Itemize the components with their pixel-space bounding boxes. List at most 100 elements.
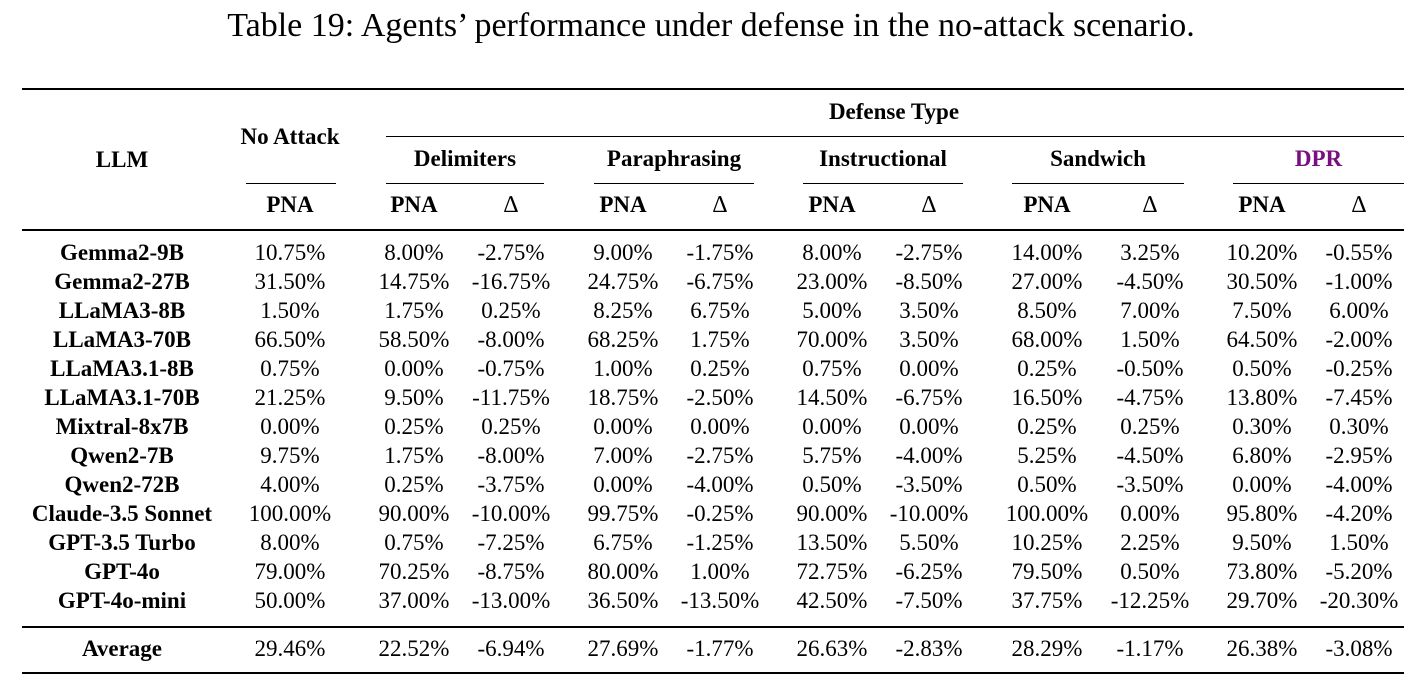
header-bottom-rule <box>22 229 1404 231</box>
table-cell: 0.75% <box>384 530 444 555</box>
table-cell: 0.00% <box>260 414 320 439</box>
table-cell: 27.00% <box>1011 269 1083 294</box>
table-cell: -0.25% <box>686 501 754 526</box>
row-llm-name: LLaMA3.1-70B <box>44 385 200 410</box>
defense-type-underline <box>386 136 1404 137</box>
table-cell: 10.20% <box>1226 240 1298 265</box>
table-cell: 0.50% <box>802 472 862 497</box>
table-cell: 5.25% <box>1017 443 1077 468</box>
table-cell: 3.25% <box>1120 240 1180 265</box>
table-cell: 1.75% <box>384 298 444 323</box>
table-cell: 70.00% <box>796 327 868 352</box>
table-cell: 0.00% <box>899 356 959 381</box>
row-llm-name: Gemma2-9B <box>60 240 184 265</box>
table-cell: -7.45% <box>1325 385 1393 410</box>
table-cell: 0.75% <box>260 356 320 381</box>
header-no-attack: No Attack <box>240 124 340 149</box>
average-label: Average <box>81 636 163 661</box>
average-cell: 22.52% <box>378 636 450 661</box>
header-defense-type: Defense Type <box>828 99 960 124</box>
table-cell: 14.50% <box>796 385 868 410</box>
table-cell: 0.30% <box>1329 414 1389 439</box>
table-cell: 3.50% <box>899 327 959 352</box>
table-cell: 5.75% <box>802 443 862 468</box>
table-cell: 31.50% <box>254 269 326 294</box>
table-cell: 1.00% <box>690 559 750 584</box>
table-cell: 7.50% <box>1232 298 1292 323</box>
table-cell: -4.75% <box>1116 385 1184 410</box>
table-cell: 6.75% <box>690 298 750 323</box>
header-pna: PNA <box>390 192 438 217</box>
average-cell: 26.63% <box>796 636 868 661</box>
header-group-instructional: Instructional <box>819 146 947 171</box>
table-cell: 8.25% <box>593 298 653 323</box>
table-cell: -4.00% <box>1325 472 1393 497</box>
average-cell: 29.46% <box>254 636 326 661</box>
average-cell: 27.69% <box>587 636 659 661</box>
header-delta: ∆ <box>1142 192 1158 218</box>
header-group-paraphrasing: Paraphrasing <box>606 146 742 171</box>
header-llm: LLM <box>95 147 149 172</box>
header-delta: ∆ <box>921 192 937 218</box>
table-cell: -1.25% <box>686 530 754 555</box>
table-cell: -3.50% <box>1116 472 1184 497</box>
table-cell: 68.25% <box>587 327 659 352</box>
table-cell: -8.50% <box>895 269 963 294</box>
row-llm-name: Claude-3.5 Sonnet <box>31 501 213 526</box>
table-cell: 23.00% <box>796 269 868 294</box>
table-cell: 21.25% <box>254 385 326 410</box>
table-cell: -4.00% <box>686 472 754 497</box>
table-cell: 0.00% <box>593 472 653 497</box>
table-cell: -4.20% <box>1325 501 1393 526</box>
table-cell: 24.75% <box>587 269 659 294</box>
table-cell: -20.30% <box>1319 588 1399 613</box>
delimiters-underline <box>386 183 544 184</box>
table-cell: -2.00% <box>1325 327 1393 352</box>
table-cell: -3.75% <box>477 472 545 497</box>
table-cell: 0.25% <box>1017 356 1077 381</box>
table-cell: 13.50% <box>796 530 868 555</box>
table-cell: -0.55% <box>1325 240 1393 265</box>
table-caption: Table 19: Agents’ performance under defe… <box>227 7 1195 44</box>
header-delta: ∆ <box>503 192 519 218</box>
row-llm-name: GPT-4o-mini <box>57 588 187 613</box>
table-cell: 0.25% <box>384 414 444 439</box>
table-cell: -2.50% <box>686 385 754 410</box>
row-llm-name: LLaMA3.1-8B <box>50 356 194 381</box>
average-cell: -1.17% <box>1116 636 1184 661</box>
header-group-delimiters: Delimiters <box>413 146 517 171</box>
table-cell: 1.50% <box>1329 530 1389 555</box>
table-cell: 0.00% <box>802 414 862 439</box>
average-cell: -3.08% <box>1325 636 1393 661</box>
table-cell: 2.25% <box>1120 530 1180 555</box>
table-cell: 0.25% <box>481 298 541 323</box>
row-llm-name: Qwen2-72B <box>64 472 180 497</box>
table-cell: 1.50% <box>1120 327 1180 352</box>
table-cell: 73.80% <box>1226 559 1298 584</box>
table-cell: 0.30% <box>1232 414 1292 439</box>
table-cell: 80.00% <box>587 559 659 584</box>
header-pna: PNA <box>1238 192 1286 217</box>
table-cell: 8.00% <box>384 240 444 265</box>
table-cell: -13.50% <box>680 588 760 613</box>
table-cell: 5.00% <box>802 298 862 323</box>
table-cell: 7.00% <box>1120 298 1180 323</box>
table-cell: -2.75% <box>477 240 545 265</box>
table-cell: -4.00% <box>895 443 963 468</box>
header-pna: PNA <box>1023 192 1071 217</box>
table-cell: 7.00% <box>593 443 653 468</box>
table-cell: -1.00% <box>1325 269 1393 294</box>
table-cell: -2.95% <box>1325 443 1393 468</box>
table-cell: 5.50% <box>899 530 959 555</box>
table-cell: 6.00% <box>1329 298 1389 323</box>
table-cell: -5.20% <box>1325 559 1393 584</box>
table-cell: -4.50% <box>1116 269 1184 294</box>
table-cell: 1.75% <box>690 327 750 352</box>
table-cell: 79.00% <box>254 559 326 584</box>
average-cell: -6.94% <box>477 636 545 661</box>
table-cell: 9.75% <box>260 443 320 468</box>
header-pna: PNA <box>266 192 314 217</box>
average-cell: -2.83% <box>895 636 963 661</box>
table-cell: -8.00% <box>477 443 545 468</box>
table-cell: 0.00% <box>1232 472 1292 497</box>
